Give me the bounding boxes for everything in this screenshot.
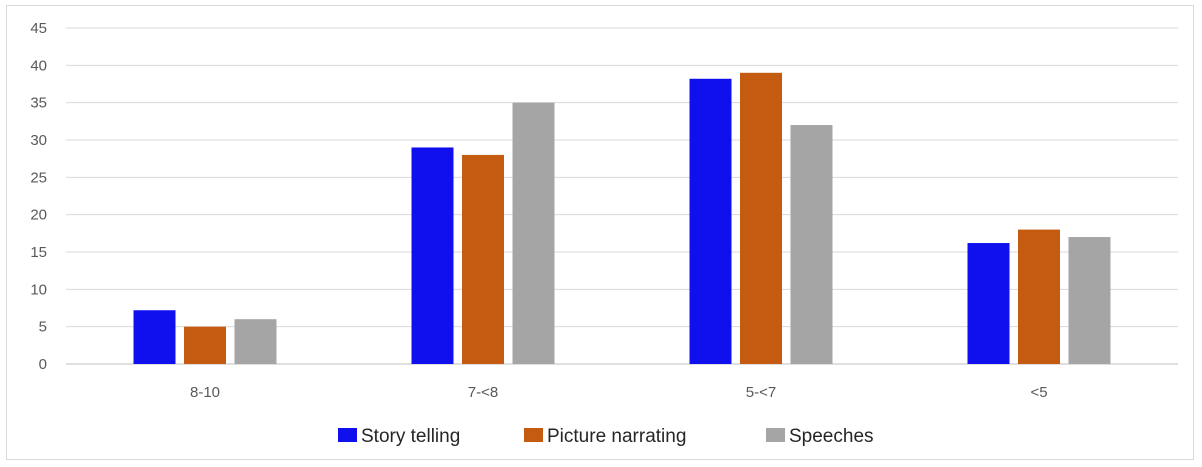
bar-picture-narrating — [1018, 229, 1060, 364]
x-tick-label: <5 — [1030, 384, 1047, 401]
x-tick-label: 7-<8 — [468, 384, 498, 401]
bar-speeches — [512, 102, 555, 365]
y-tick-label: 45 — [30, 20, 47, 37]
y-tick-label: 10 — [30, 281, 47, 298]
y-tick-label: 25 — [30, 169, 47, 186]
x-tick-label: 5-<7 — [746, 384, 776, 401]
bar-speeches — [234, 319, 277, 364]
legend-swatch — [766, 428, 785, 442]
x-tick-label: 8-10 — [190, 384, 220, 401]
y-axis-tick-labels: 0 5 10 15 20 25 30 35 40 45 — [30, 20, 47, 373]
legend-label: Story telling — [361, 426, 460, 447]
chart-frame — [6, 5, 1194, 460]
bar-story-telling — [689, 78, 732, 365]
bar-picture-narrating — [740, 72, 782, 365]
bars — [133, 72, 1111, 365]
legend-swatch — [338, 428, 357, 442]
bar-speeches — [1068, 237, 1111, 364]
x-axis: 8-10 7-<8 5-<7 <5 — [190, 384, 1048, 401]
y-tick-label: 15 — [30, 244, 47, 261]
y-tick-label: 30 — [30, 132, 47, 149]
bar-speeches — [790, 125, 833, 364]
bar-story-telling — [133, 310, 176, 364]
bar-story-telling — [967, 243, 1010, 364]
y-tick-label: 40 — [30, 57, 47, 74]
legend-label: Speeches — [789, 426, 874, 447]
legend-label: Picture narrating — [547, 426, 686, 447]
y-tick-label: 0 — [39, 356, 47, 373]
bar-picture-narrating — [184, 326, 226, 364]
y-tick-label: 35 — [30, 95, 47, 112]
legend-swatch — [524, 428, 543, 442]
legend: Story telling Picture narrating Speeches — [338, 426, 874, 447]
gridlines — [66, 27, 1178, 365]
bar-picture-narrating — [462, 154, 504, 364]
bar-story-telling — [411, 147, 454, 364]
y-tick-label: 20 — [30, 207, 47, 224]
y-tick-label: 5 — [39, 319, 47, 336]
